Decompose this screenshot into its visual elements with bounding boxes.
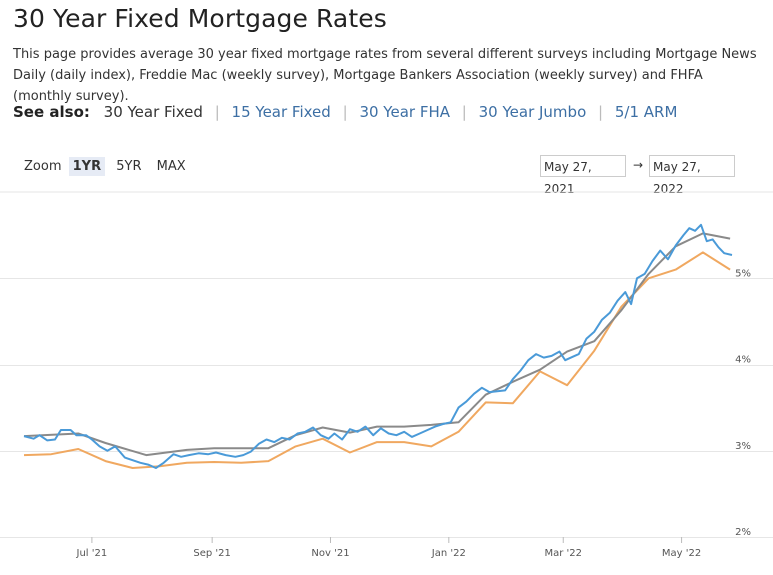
x-tick-label: May '22 <box>662 548 701 559</box>
zoom-1yr-button[interactable]: 1YR <box>68 157 106 176</box>
series-layer <box>23 223 733 469</box>
y-tick-label: 3% <box>735 441 751 452</box>
separator: | <box>214 103 220 121</box>
intro-paragraph: This page provides average 30 year fixed… <box>13 47 757 104</box>
separator: | <box>598 103 604 121</box>
separator: | <box>461 103 467 121</box>
see-also-label: See also: <box>13 103 90 121</box>
see-also-link-30-year-fha[interactable]: 30 Year FHA <box>359 103 450 121</box>
zoom-5yr-button[interactable]: 5YR <box>116 159 142 174</box>
y-tick-label: 2% <box>735 527 751 538</box>
series-orange-line <box>23 251 731 469</box>
y-tick-label: 5% <box>735 268 751 279</box>
x-tick-label: Mar '22 <box>544 548 582 559</box>
zoom-label: Zoom <box>24 159 62 174</box>
x-tick-label: Nov '21 <box>311 548 349 559</box>
x-tick-label: Jan '22 <box>431 548 466 559</box>
series-gray-line <box>23 232 731 457</box>
y-axis-labels: 2% 3% 4% 5% <box>735 268 751 538</box>
see-also-link-5-1-arm[interactable]: 5/1 ARM <box>614 103 678 121</box>
see-also-link-30-year-jumbo[interactable]: 30 Year Jumbo <box>478 103 587 121</box>
x-tick-label: Sep '21 <box>193 548 231 559</box>
grid-layer <box>0 191 773 538</box>
see-also-link-15-year-fixed[interactable]: 15 Year Fixed <box>231 103 331 121</box>
zoom-max-button[interactable]: MAX <box>156 159 186 174</box>
see-also-link-30-year-fixed[interactable]: 30 Year Fixed <box>103 103 203 121</box>
series-daily-line <box>23 223 733 469</box>
x-tick-label: Jul '21 <box>76 548 108 559</box>
separator: | <box>342 103 348 121</box>
range-to-input[interactable]: May 27, 2022 <box>649 155 735 196</box>
x-axis-labels: Jul '21 Sep '21 Nov '21 Jan '22 Mar '22 May '… <box>76 537 701 559</box>
range-separator: → <box>633 158 644 172</box>
see-also-bar: See also: 30 Year Fixed | 15 Year Fixed … <box>13 103 677 121</box>
zoom-bar: Zoom 1YR 5YR MAX <box>24 157 190 176</box>
page-title: 30 Year Fixed Mortgage Rates <box>13 4 387 33</box>
y-tick-label: 4% <box>735 355 751 366</box>
